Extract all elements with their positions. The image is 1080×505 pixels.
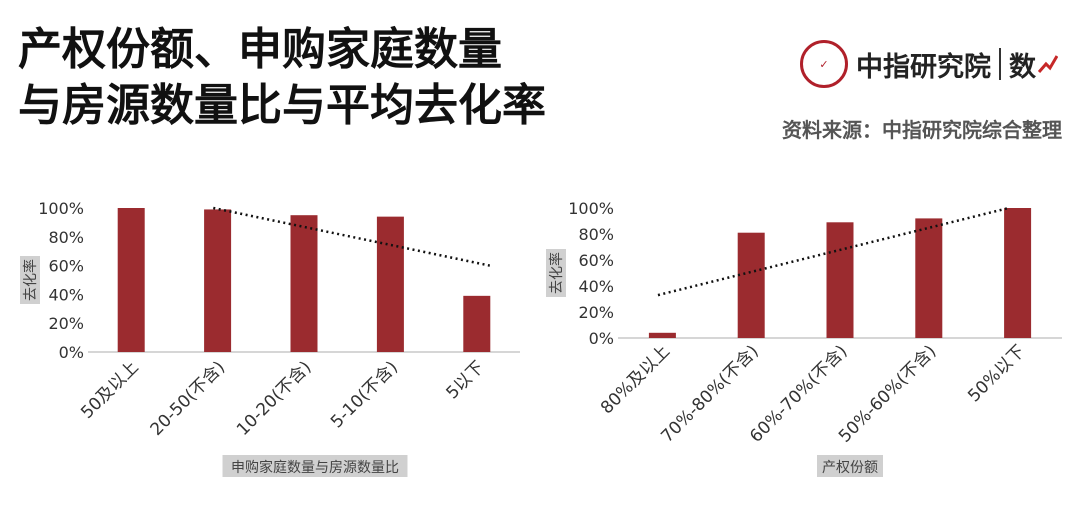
category-label-1-3: 50%-60%(不含) — [835, 341, 940, 446]
bar-1-1 — [737, 232, 765, 338]
x-axis-label-0: 申购家庭数量与房源数量比 — [231, 459, 399, 476]
y-tick-label-1-5: 100% — [568, 199, 614, 218]
trend-arrow-icon — [1038, 55, 1058, 73]
page-title: 产权份额、申购家庭数量 与房源数量比与平均去化率 — [18, 22, 546, 134]
y-tick-label-1-2: 40% — [578, 277, 614, 296]
y-tick-label-0-3: 60% — [48, 257, 84, 276]
y-tick-label-0-1: 20% — [48, 314, 84, 333]
y-axis-label-bg-1 — [546, 249, 566, 297]
bar-0-4 — [463, 295, 491, 352]
y-tick-label-0-5: 100% — [38, 199, 84, 218]
y-axis-label-text-1: 去化率 — [548, 252, 565, 294]
category-label-1-0: 80%及以上 — [597, 341, 674, 418]
title-line-1: 产权份额、申购家庭数量 — [18, 24, 502, 75]
category-label-0-2: 10-20(不含) — [233, 357, 315, 439]
seal-icon: ✓ — [800, 40, 848, 88]
bar-1-0 — [648, 332, 676, 338]
y-tick-label-0-4: 80% — [48, 228, 84, 247]
x-axis-label-bg-1 — [817, 455, 883, 477]
category-label-0-1: 20-50(不含) — [147, 357, 229, 439]
y-axis-label-bg-0 — [20, 256, 40, 304]
title-line-2: 与房源数量比与平均去化率 — [18, 80, 546, 131]
bar-1-3 — [915, 218, 943, 338]
y-axis-label-text-0: 去化率 — [22, 259, 39, 301]
category-label-0-4: 5以下 — [442, 357, 488, 403]
bar-0-1 — [204, 209, 232, 352]
y-tick-label-1-4: 80% — [578, 225, 614, 244]
x-axis-label-1: 产权份额 — [822, 460, 878, 476]
bar-0-3 — [376, 216, 404, 352]
logo-divider — [999, 48, 1001, 80]
y-axis-label-0: 去化率 — [20, 256, 40, 304]
x-axis-label-bg-0 — [222, 455, 408, 477]
bar-1-2 — [826, 222, 854, 338]
logo-sub: 数 — [1009, 51, 1036, 83]
y-tick-label-1-3: 60% — [578, 251, 614, 270]
category-label-1-4: 50%以下 — [964, 341, 1029, 406]
y-tick-label-0-2: 40% — [48, 285, 84, 304]
y-tick-label-0-0: 0% — [59, 343, 84, 362]
brand-logo: ✓ 中指研究院 数 — [800, 38, 1058, 90]
trendline-0 — [213, 206, 491, 267]
y-tick-label-1-0: 0% — [589, 329, 614, 348]
y-axis-label-1: 去化率 — [546, 249, 566, 297]
bar-0-0 — [117, 208, 145, 352]
logo-name: 中指研究院 — [856, 51, 991, 83]
category-label-0-0: 50及以上 — [77, 357, 143, 423]
y-tick-label-1-1: 20% — [578, 303, 614, 322]
bar-1-4 — [1004, 208, 1032, 338]
source-note: 资料来源：中指研究院综合整理 — [782, 118, 1062, 142]
category-label-0-3: 5-10(不含) — [327, 357, 402, 432]
bar-0-2 — [290, 215, 318, 352]
